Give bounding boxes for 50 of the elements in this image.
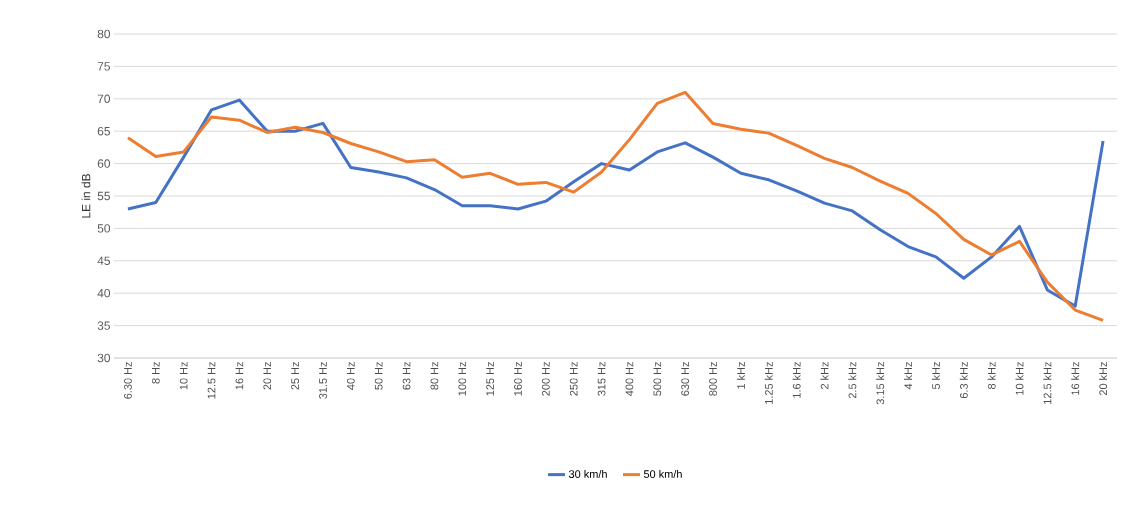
y-tick-label: 45 bbox=[97, 256, 110, 265]
y-tick-label: 60 bbox=[97, 159, 111, 168]
x-tick-label: 125 Hz bbox=[486, 362, 495, 396]
y-axis-title: LE in dB bbox=[81, 174, 91, 218]
legend-label: 50 km/h bbox=[643, 469, 682, 478]
x-tick-label: 3.15 kHz bbox=[876, 362, 885, 405]
x-tick-label: 250 Hz bbox=[569, 362, 578, 396]
x-tick-label: 315 Hz bbox=[597, 362, 606, 396]
x-tick-label: 16 Hz bbox=[235, 362, 244, 390]
x-tick-label: 20 kHz bbox=[1099, 362, 1108, 396]
x-tick-label: 16 kHz bbox=[1071, 362, 1080, 395]
x-tick-label: 2 kHz bbox=[820, 362, 829, 389]
x-tick-label: 50 Hz bbox=[374, 362, 383, 390]
x-tick-label: 25 Hz bbox=[291, 362, 299, 390]
x-tick-label: 40 Hz bbox=[346, 362, 355, 390]
x-tick-label: 5 kHz bbox=[931, 362, 940, 390]
x-tick-label: 63 Hz bbox=[402, 362, 411, 390]
x-tick-label: 1.25 kHz bbox=[764, 362, 773, 404]
x-tick-label: 4 kHz bbox=[904, 362, 912, 390]
x-tick-label: 31.5 Hz bbox=[319, 362, 327, 399]
y-tick-label: 70 bbox=[97, 94, 111, 104]
x-tick-label: 20 Hz bbox=[263, 362, 272, 390]
y-tick-label: 35 bbox=[97, 321, 110, 330]
x-tick-label: 200 Hz bbox=[541, 362, 550, 396]
y-tick-label: 40 bbox=[97, 288, 111, 298]
x-tick-label: 630 Hz bbox=[681, 362, 690, 396]
legend-label: 30 km/h bbox=[568, 469, 607, 478]
y-tick-label: 80 bbox=[97, 29, 111, 39]
x-tick-label: 6.30 Hz bbox=[124, 362, 132, 399]
x-tick-label: 6.3 kHz bbox=[959, 362, 968, 399]
x-tick-label: 8 Hz bbox=[151, 362, 160, 384]
x-tick-label: 10 Hz bbox=[179, 362, 188, 390]
x-tick-label: 1 kHz bbox=[736, 362, 745, 389]
x-tick-label: 400 Hz bbox=[625, 362, 634, 396]
x-tick-label: 100 Hz bbox=[458, 362, 467, 396]
x-tick-label: 80 Hz bbox=[430, 362, 439, 390]
x-tick-label: 8 kHz bbox=[987, 362, 996, 390]
x-tick-label: 2.5 kHz bbox=[848, 362, 857, 399]
y-tick-label: 55 bbox=[97, 191, 110, 201]
x-tick-label: 12.5 kHz bbox=[1043, 362, 1052, 404]
x-tick-label: 10 kHz bbox=[1015, 362, 1024, 395]
x-tick-label: 12.5 Hz bbox=[207, 362, 216, 399]
y-tick-label: 50 bbox=[97, 224, 111, 233]
x-tick-label: 160 Hz bbox=[514, 362, 522, 396]
x-tick-label: 500 Hz bbox=[653, 362, 662, 396]
y-tick-label: 30 bbox=[97, 353, 111, 363]
y-tick-label: 75 bbox=[97, 62, 110, 71]
y-tick-label: 65 bbox=[97, 126, 110, 136]
x-tick-label: 800 Hz bbox=[709, 362, 717, 396]
x-tick-label: 1.6 kHz bbox=[792, 362, 801, 398]
